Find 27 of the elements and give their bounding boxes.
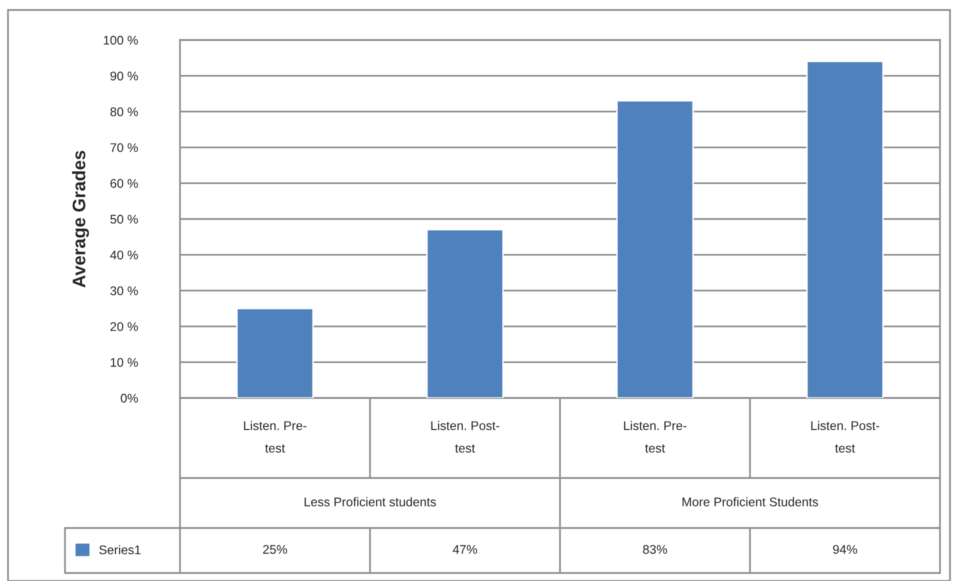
y-tick-label: 60 % xyxy=(110,179,138,188)
text: Less Proficient students xyxy=(304,497,436,506)
text: More Proficient Students xyxy=(682,497,818,506)
x-tick-label: Listen. Pre- test xyxy=(624,420,686,453)
y-tick-label: 10 % xyxy=(110,358,138,367)
y-tick-label: 20 % xyxy=(110,322,138,332)
y-tick-label: 100 % xyxy=(104,36,138,45)
bar xyxy=(236,308,314,398)
x-tick-label: Listen. Post- test xyxy=(431,420,500,453)
data-label: 47% xyxy=(452,545,478,554)
y-tick-label: 90 % xyxy=(110,72,138,80)
bar xyxy=(806,60,884,398)
y-tick-label: 0% xyxy=(120,394,138,403)
y-tick-label: 30 % xyxy=(110,286,138,296)
data-label: 25% xyxy=(263,545,288,554)
legend-label: Series1 xyxy=(99,545,141,554)
y-axis-title: Average Grades xyxy=(72,150,90,288)
bar xyxy=(426,229,504,398)
y-tick-label: 80 % xyxy=(110,107,138,116)
y-tick-label: 70 % xyxy=(110,143,138,152)
x-tick-label: Listen. Pre- test xyxy=(244,420,306,453)
y-tick-label: 40 % xyxy=(110,250,138,260)
x-tick-label: Listen. Post- test xyxy=(811,420,880,453)
y-tick-label: 50 % xyxy=(110,214,138,224)
data-label: 83% xyxy=(643,545,668,554)
data-label: 94% xyxy=(833,545,858,554)
bar xyxy=(616,100,694,398)
